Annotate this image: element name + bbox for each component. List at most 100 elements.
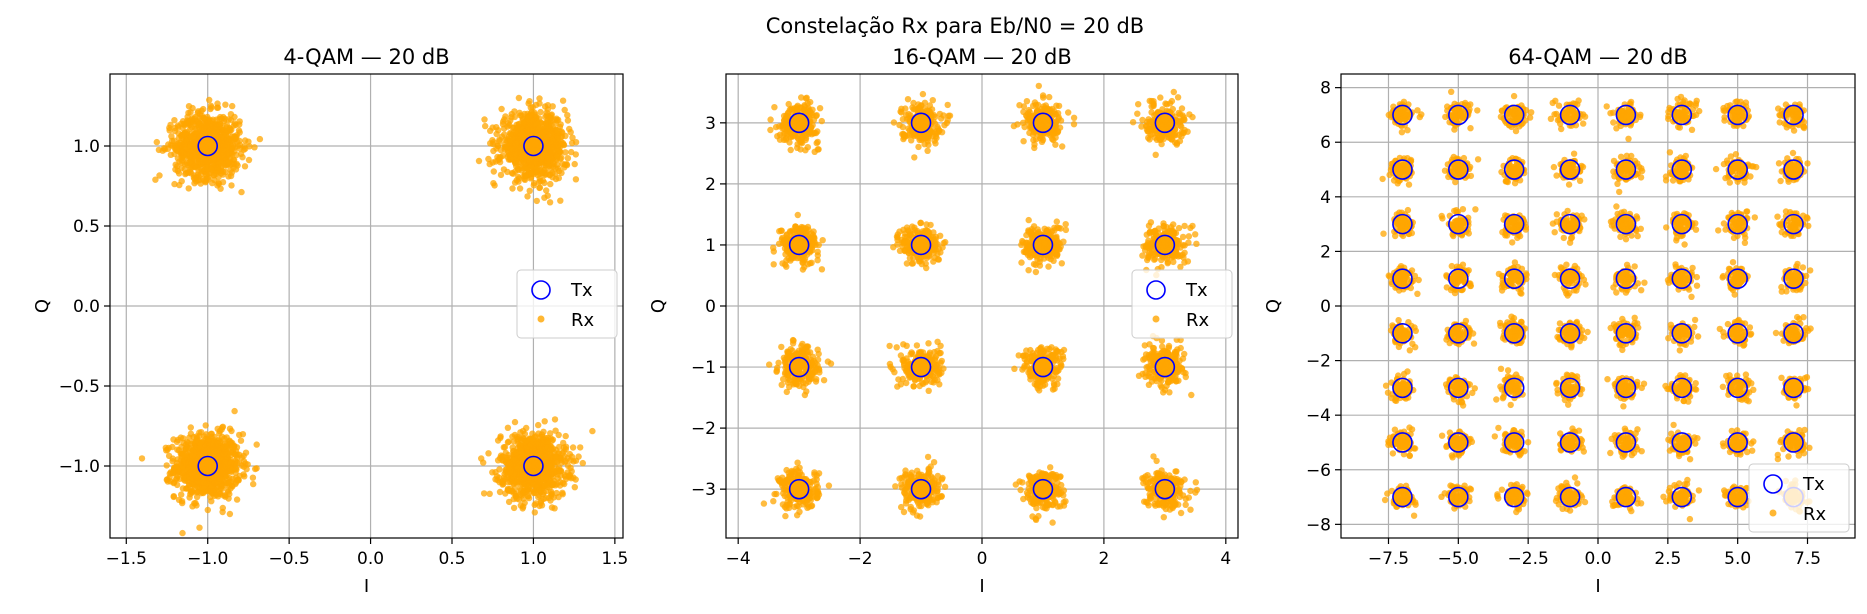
rx-point: [941, 483, 949, 490]
rx-point: [485, 450, 492, 457]
rx-point: [179, 148, 186, 156]
rx-point: [825, 482, 833, 489]
rx-point: [235, 127, 243, 134]
rx-point: [165, 452, 173, 460]
rx-point: [173, 463, 180, 470]
x-axis-label: I: [364, 576, 369, 597]
rx-point: [522, 455, 529, 462]
rx-point: [589, 427, 596, 435]
rx-point: [915, 472, 922, 479]
rx-point: [910, 383, 917, 390]
rx-point: [256, 135, 264, 143]
rx-point: [541, 194, 548, 201]
rx-point: [778, 381, 785, 388]
rx-point: [200, 485, 208, 492]
rx-point: [193, 502, 200, 509]
rx-point: [771, 490, 778, 498]
rx-point: [566, 450, 573, 458]
rx-point: [251, 144, 258, 151]
rx-point: [193, 437, 200, 444]
rx-point: [553, 115, 560, 122]
rx-point: [495, 127, 502, 134]
rx-cloud: [770, 211, 826, 273]
rx-point: [505, 438, 512, 445]
rx-point: [900, 359, 908, 367]
legend-rx-label: Rx: [571, 310, 595, 331]
rx-point: [931, 489, 938, 497]
rx-point: [800, 224, 807, 231]
rx-point: [564, 117, 572, 124]
rx-point: [219, 504, 226, 512]
rx-point: [897, 381, 905, 388]
rx-point: [231, 407, 238, 415]
rx-point: [800, 383, 807, 391]
rx-point: [186, 470, 193, 477]
rx-point: [515, 173, 522, 180]
rx-point: [211, 480, 218, 487]
rx-point: [794, 211, 801, 219]
rx-point: [503, 145, 510, 152]
rx-point: [482, 122, 489, 130]
y-axis-label: Q: [32, 299, 53, 313]
rx-point: [536, 95, 543, 102]
legend-tx-label: Tx: [570, 280, 593, 301]
rx-point: [511, 418, 519, 426]
rx-point: [523, 171, 531, 179]
rx-point: [904, 484, 912, 491]
rx-point: [538, 440, 545, 447]
rx-point: [497, 154, 504, 161]
rx-point: [783, 505, 790, 512]
rx-point: [228, 126, 235, 134]
rx-point: [796, 508, 803, 515]
rx-point: [925, 340, 932, 347]
rx-point: [221, 459, 228, 466]
rx-point: [170, 137, 178, 144]
rx-point: [494, 457, 502, 464]
rx-point: [807, 98, 814, 106]
x-tick-label: 0.5: [438, 549, 465, 569]
rx-point: [544, 152, 551, 159]
rx-point: [201, 177, 208, 184]
rx-point: [568, 148, 575, 156]
rx-point: [561, 106, 568, 114]
rx-point: [797, 480, 805, 487]
rx-point: [203, 171, 210, 178]
rx-point: [541, 482, 549, 489]
rx-point: [784, 113, 791, 120]
rx-point: [813, 472, 820, 479]
rx-point: [253, 441, 260, 448]
rx-point: [225, 173, 232, 180]
rx-point: [571, 484, 578, 491]
rx-point: [207, 447, 214, 454]
rx-point: [782, 261, 789, 268]
rx-point: [572, 139, 580, 146]
rx-point: [497, 171, 505, 179]
rx-point: [932, 354, 939, 362]
rx-point: [934, 478, 942, 486]
rx-point: [815, 491, 823, 498]
rx-point: [816, 105, 824, 112]
rx-point: [237, 437, 245, 444]
rx-points: [138, 94, 596, 537]
rx-point: [499, 477, 507, 485]
rx-point: [897, 352, 905, 359]
rx-point: [541, 418, 548, 425]
rx-point: [544, 137, 551, 144]
rx-point: [228, 427, 235, 435]
rx-point: [228, 182, 235, 189]
rx-point: [175, 123, 182, 131]
x-tick-label: −0.5: [269, 549, 310, 569]
rx-point: [219, 423, 227, 430]
rx-point: [802, 230, 809, 238]
legend-frame: [516, 269, 618, 339]
rx-point: [507, 485, 514, 492]
rx-point: [530, 168, 537, 176]
rx-point: [810, 486, 818, 493]
rx-point: [496, 466, 503, 473]
rx-point: [787, 346, 794, 353]
rx-point: [544, 128, 551, 135]
rx-point: [814, 138, 821, 146]
rx-point: [190, 465, 197, 472]
rx-point: [490, 139, 497, 146]
